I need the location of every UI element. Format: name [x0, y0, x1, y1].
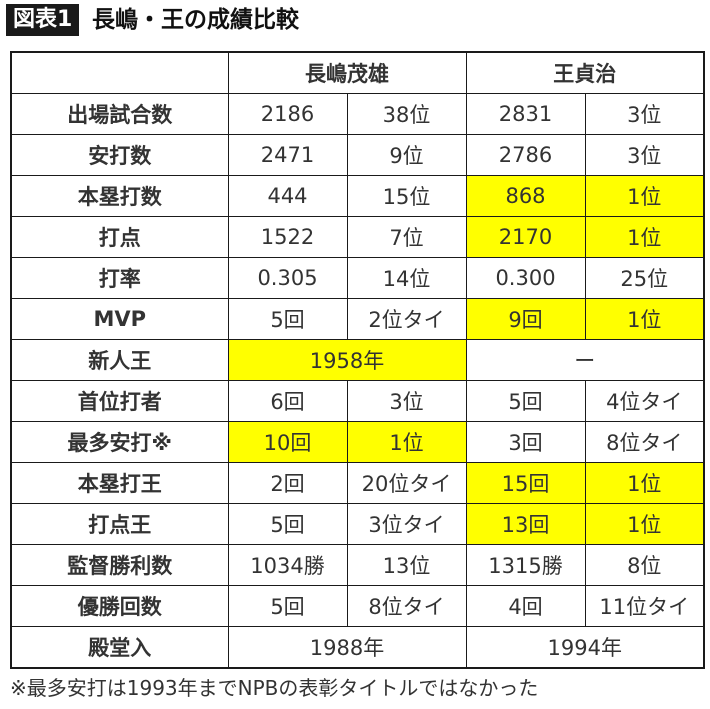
nagashima-value-cell: 5回 — [227, 585, 348, 627]
nagashima-rank-cell: 3位タイ — [346, 503, 467, 545]
nagashima-value-cell: 2回 — [227, 462, 348, 504]
row-label: 殿堂入 — [10, 626, 229, 669]
table-row: 本塁打王 2回 20位タイ 15回 1位 — [10, 462, 705, 504]
oh-rank-cell: 4位タイ — [584, 380, 705, 422]
nagashima-rank-cell: 7位 — [346, 216, 467, 258]
oh-value-cell-highlighted: 9回 — [465, 298, 586, 340]
oh-value-cell: 2786 — [465, 134, 586, 176]
oh-rank-cell-highlighted: 1位 — [584, 175, 705, 217]
comparison-table: 長嶋茂雄 王貞治 出場試合数 2186 38位 2831 3位 安打数 2471… — [10, 51, 705, 669]
nagashima-rank-cell: 8位タイ — [346, 585, 467, 627]
row-label: 優勝回数 — [10, 585, 229, 627]
oh-value-cell: 3回 — [465, 421, 586, 463]
row-label: 新人王 — [10, 339, 229, 381]
row-label: 本塁打王 — [10, 462, 229, 504]
oh-value-cell: 1315勝 — [465, 544, 586, 586]
header-empty-cell — [10, 51, 229, 94]
oh-merged-cell: 1994年 — [465, 626, 705, 669]
nagashima-rank-cell: 3位 — [346, 380, 467, 422]
row-label: 首位打者 — [10, 380, 229, 422]
oh-value-cell: 2831 — [465, 93, 586, 135]
nagashima-rank-cell-highlighted: 1位 — [346, 421, 467, 463]
footnote: ※最多安打は1993年までNPBの表彰タイトルではなかった — [10, 676, 539, 700]
oh-value-cell: 0.300 — [465, 257, 586, 299]
row-label: 出場試合数 — [10, 93, 229, 135]
table-row: 最多安打※ 10回 1位 3回 8位タイ — [10, 421, 705, 463]
nagashima-rank-cell: 14位 — [346, 257, 467, 299]
nagashima-value-cell: 2471 — [227, 134, 348, 176]
nagashima-value-cell: 2186 — [227, 93, 348, 135]
oh-rank-cell: 8位タイ — [584, 421, 705, 463]
row-label: MVP — [10, 298, 229, 340]
nagashima-rank-cell: 15位 — [346, 175, 467, 217]
oh-rank-cell: 3位 — [584, 134, 705, 176]
table-row: 殿堂入 1988年 1994年 — [10, 626, 705, 669]
nagashima-value-cell: 5回 — [227, 298, 348, 340]
nagashima-value-cell: 5回 — [227, 503, 348, 545]
player-header-oh: 王貞治 — [465, 51, 705, 94]
oh-value-cell: 4回 — [465, 585, 586, 627]
row-label: 打率 — [10, 257, 229, 299]
table-header-row: 長嶋茂雄 王貞治 — [10, 51, 705, 94]
nagashima-merged-cell-highlighted: 1958年 — [227, 339, 467, 381]
nagashima-rank-cell: 9位 — [346, 134, 467, 176]
oh-value-cell-highlighted: 15回 — [465, 462, 586, 504]
oh-value-cell-highlighted: 2170 — [465, 216, 586, 258]
nagashima-rank-cell: 38位 — [346, 93, 467, 135]
oh-rank-cell: 25位 — [584, 257, 705, 299]
table-row: 打率 0.305 14位 0.300 25位 — [10, 257, 705, 299]
oh-rank-cell-highlighted: 1位 — [584, 216, 705, 258]
row-label: 安打数 — [10, 134, 229, 176]
nagashima-rank-cell: 13位 — [346, 544, 467, 586]
figure-header: 図表1 長嶋・王の成績比較 — [0, 0, 710, 40]
row-label: 本塁打数 — [10, 175, 229, 217]
nagashima-merged-cell: 1988年 — [227, 626, 467, 669]
nagashima-value-cell-highlighted: 10回 — [227, 421, 348, 463]
oh-rank-cell: 11位タイ — [584, 585, 705, 627]
table-row: 優勝回数 5回 8位タイ 4回 11位タイ — [10, 585, 705, 627]
row-label: 監督勝利数 — [10, 544, 229, 586]
table-row: 打点王 5回 3位タイ 13回 1位 — [10, 503, 705, 545]
row-label: 最多安打※ — [10, 421, 229, 463]
table-row: 監督勝利数 1034勝 13位 1315勝 8位 — [10, 544, 705, 586]
oh-rank-cell-highlighted: 1位 — [584, 503, 705, 545]
row-label: 打点王 — [10, 503, 229, 545]
oh-value-cell: 5回 — [465, 380, 586, 422]
table-row: 本塁打数 444 15位 868 1位 — [10, 175, 705, 217]
table-row: MVP 5回 2位タイ 9回 1位 — [10, 298, 705, 340]
nagashima-value-cell: 0.305 — [227, 257, 348, 299]
table-row: 出場試合数 2186 38位 2831 3位 — [10, 93, 705, 135]
nagashima-value-cell: 1034勝 — [227, 544, 348, 586]
nagashima-rank-cell: 2位タイ — [346, 298, 467, 340]
oh-rank-cell-highlighted: 1位 — [584, 298, 705, 340]
oh-rank-cell-highlighted: 1位 — [584, 462, 705, 504]
nagashima-value-cell: 6回 — [227, 380, 348, 422]
table-row: 新人王 1958年 ー — [10, 339, 705, 381]
oh-rank-cell: 3位 — [584, 93, 705, 135]
nagashima-rank-cell: 20位タイ — [346, 462, 467, 504]
figure-title: 長嶋・王の成績比較 — [92, 7, 299, 33]
nagashima-value-cell: 1522 — [227, 216, 348, 258]
oh-merged-cell: ー — [465, 339, 705, 381]
oh-rank-cell: 8位 — [584, 544, 705, 586]
table-row: 打点 1522 7位 2170 1位 — [10, 216, 705, 258]
nagashima-value-cell: 444 — [227, 175, 348, 217]
row-label: 打点 — [10, 216, 229, 258]
table-row: 首位打者 6回 3位 5回 4位タイ — [10, 380, 705, 422]
oh-value-cell-highlighted: 868 — [465, 175, 586, 217]
oh-value-cell-highlighted: 13回 — [465, 503, 586, 545]
player-header-nagashima: 長嶋茂雄 — [227, 51, 467, 94]
figure-label: 図表1 — [6, 4, 80, 36]
table-row: 安打数 2471 9位 2786 3位 — [10, 134, 705, 176]
